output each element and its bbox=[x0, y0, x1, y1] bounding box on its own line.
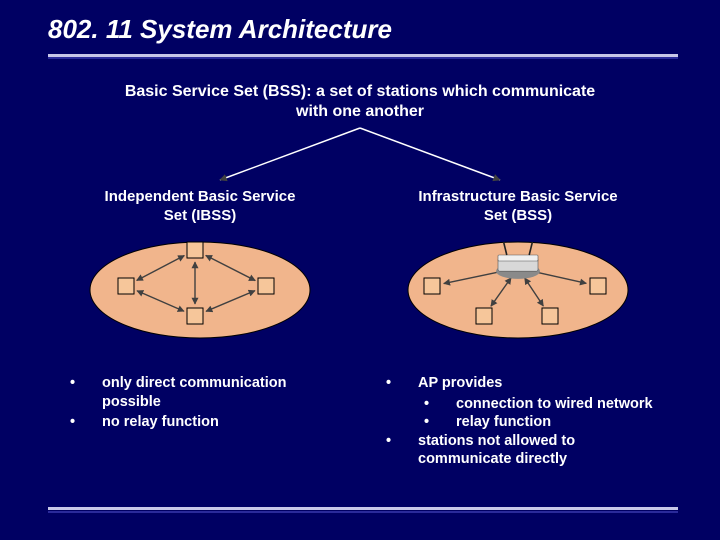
right-bullet-1b: relay function bbox=[378, 413, 708, 432]
right-heading-l1: Infrastructure Basic Service bbox=[418, 188, 617, 205]
right-bullet-2: stations not allowed to communicate dire… bbox=[378, 432, 708, 469]
right-heading-l2: Set (BSS) bbox=[484, 207, 552, 224]
right-heading: Infrastructure Basic Service Set (BSS) bbox=[388, 188, 648, 226]
left-heading: Independent Basic Service Set (IBSS) bbox=[70, 188, 330, 226]
right-bullets: AP provides connection to wired network … bbox=[378, 374, 708, 471]
left-bullets: only direct communication possible no re… bbox=[62, 374, 362, 434]
footer-rule-shadow bbox=[48, 511, 678, 513]
right-bullet-1: AP provides bbox=[378, 374, 708, 393]
right-bullet-1a: connection to wired network bbox=[378, 395, 708, 414]
left-heading-l2: Set (IBSS) bbox=[164, 207, 237, 224]
left-heading-l1: Independent Basic Service bbox=[105, 188, 296, 205]
left-bullet-2: no relay function bbox=[62, 413, 362, 432]
left-bullet-1: only direct communication possible bbox=[62, 374, 362, 411]
footer-rule bbox=[48, 507, 678, 510]
